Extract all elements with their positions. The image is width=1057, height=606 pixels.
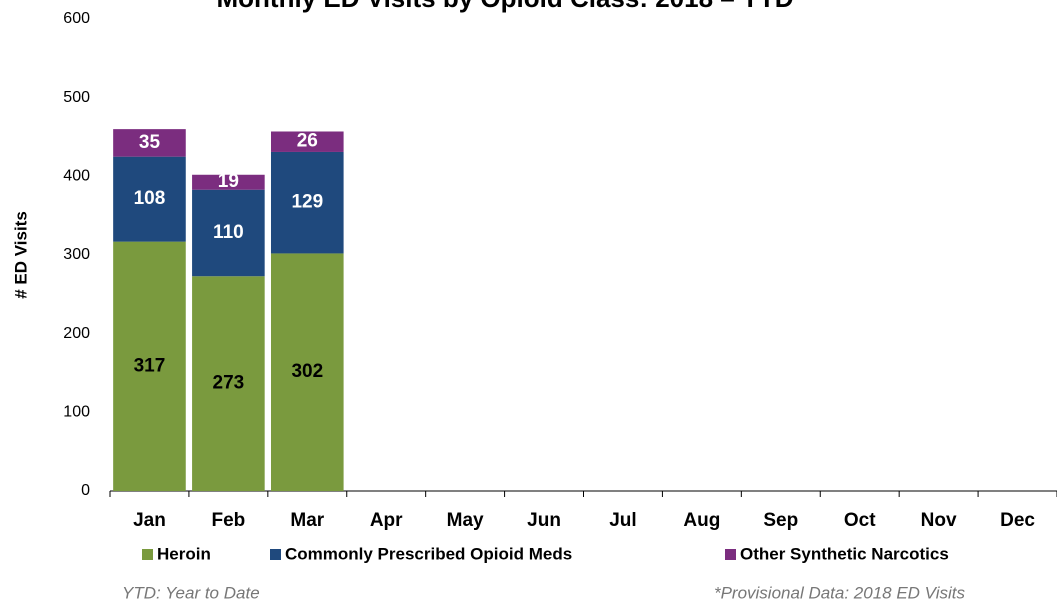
bar-segment [113,156,186,242]
data-label: 35 [139,132,161,153]
legend-swatch [142,549,153,560]
bar-segment [192,174,265,190]
legend-label: Heroin [157,544,211,563]
x-tick-label: Mar [290,510,324,531]
bar-segment [270,253,344,491]
y-tick-label: 200 [63,325,90,342]
x-tick-label: Aug [683,510,720,531]
x-tick-label: Oct [844,510,876,531]
data-label: 26 [297,131,318,152]
data-label: 110 [213,222,244,243]
y-tick-label: 300 [63,246,90,263]
footnote: *Provisional Data: 2018 ED Visits [714,583,966,602]
data-label: 129 [291,192,323,213]
data-label: 273 [213,373,245,394]
legend-label: Commonly Prescribed Opioid Meds [285,544,572,563]
data-label: 108 [134,188,166,209]
bar-segment [113,129,186,157]
chart-title: Monthly ED Visits by Opioid Class: 2018 … [217,0,794,13]
x-tick-label: Apr [370,510,403,531]
bar-segment [192,189,265,277]
footnote: YTD: Year to Date [122,583,260,602]
y-tick-label: 600 [63,10,90,27]
y-tick-label: 400 [63,168,90,185]
legend-swatch [725,549,736,560]
data-label: 302 [291,361,323,382]
x-tick-label: Jul [609,510,636,531]
data-label: 19 [218,171,239,192]
y-axis-label: # ED Visits [11,211,30,299]
x-tick-label: Feb [211,510,245,531]
x-tick-label: Sep [763,510,798,531]
y-tick-label: 0 [81,482,90,499]
x-tick-label: Dec [1000,510,1035,531]
x-tick-label: Jun [527,510,561,531]
x-tick-label: Jan [133,510,166,531]
data-label: 317 [134,355,166,376]
legend-swatch [270,549,281,560]
y-tick-label: 100 [63,404,90,421]
bar-segment [113,241,186,491]
bar-segment [270,131,344,152]
bar-segment [270,151,344,254]
bar-segment [192,276,265,491]
x-tick-label: May [447,510,484,531]
legend-label: Other Synthetic Narcotics [740,544,949,563]
y-tick-label: 500 [63,89,90,106]
x-tick-label: Nov [921,510,957,531]
